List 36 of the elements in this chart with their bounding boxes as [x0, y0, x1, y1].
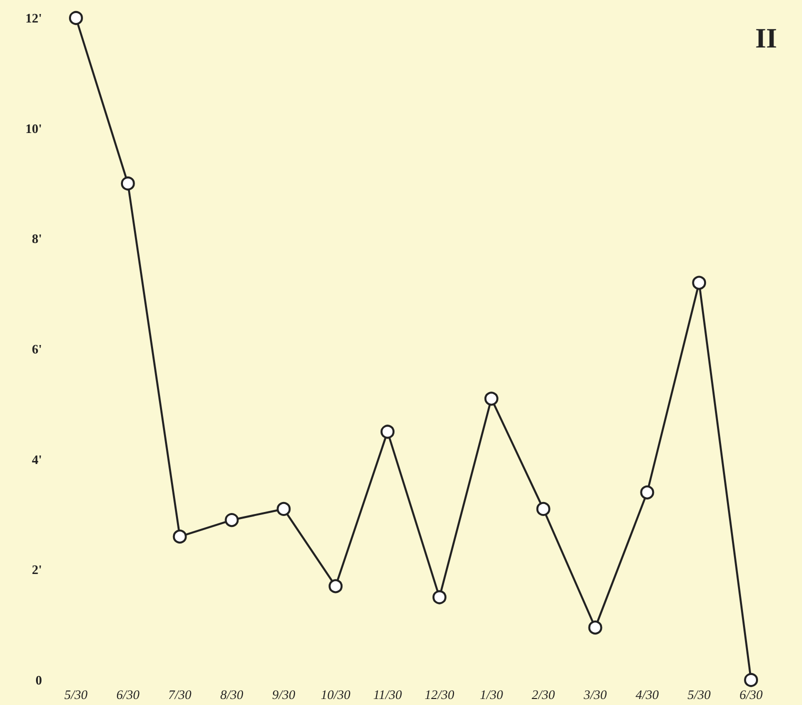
annotation: II: [755, 24, 778, 54]
point: [224, 513, 239, 528]
y-tick-label: 4': [32, 452, 42, 467]
y-tick-label: 2': [32, 562, 42, 578]
point: [692, 276, 706, 290]
point: [536, 502, 550, 516]
y-tick-label: 0: [36, 672, 42, 688]
x-tick-label: 8/30: [220, 687, 244, 702]
x-tick-label: 11/30: [373, 687, 402, 702]
x-tick-label: 6/30: [739, 687, 764, 702]
point: [432, 590, 446, 604]
point: [484, 392, 498, 406]
x-tick-label: 10/30: [320, 687, 351, 702]
point: [276, 502, 291, 516]
x-tick-label: 5/30: [688, 687, 712, 702]
x-tick-label: 1/30: [480, 687, 504, 702]
y-tick-label: 6': [32, 342, 42, 356]
y-tick-label: 10': [25, 120, 42, 136]
x-tick-label: 4/30: [636, 687, 660, 702]
point: [120, 176, 135, 190]
x-tick-label: 9/30: [272, 687, 296, 702]
point: [172, 530, 187, 544]
x-tick-label: 2/30: [532, 687, 556, 702]
y-tick-label: 8': [32, 231, 42, 246]
point: [640, 485, 654, 500]
point: [380, 424, 395, 439]
x-tick-label: 7/30: [168, 687, 192, 702]
point: [328, 579, 343, 594]
x-tick-label: 3/30: [582, 687, 608, 702]
point: [68, 11, 83, 25]
x-tick-label: 12/30: [424, 687, 455, 702]
y-tick-label: 12': [25, 10, 42, 26]
x-tick-label: 5/30: [64, 687, 88, 702]
x-tick-label: 6/30: [116, 687, 140, 702]
point: [588, 620, 602, 635]
point: [744, 673, 758, 687]
